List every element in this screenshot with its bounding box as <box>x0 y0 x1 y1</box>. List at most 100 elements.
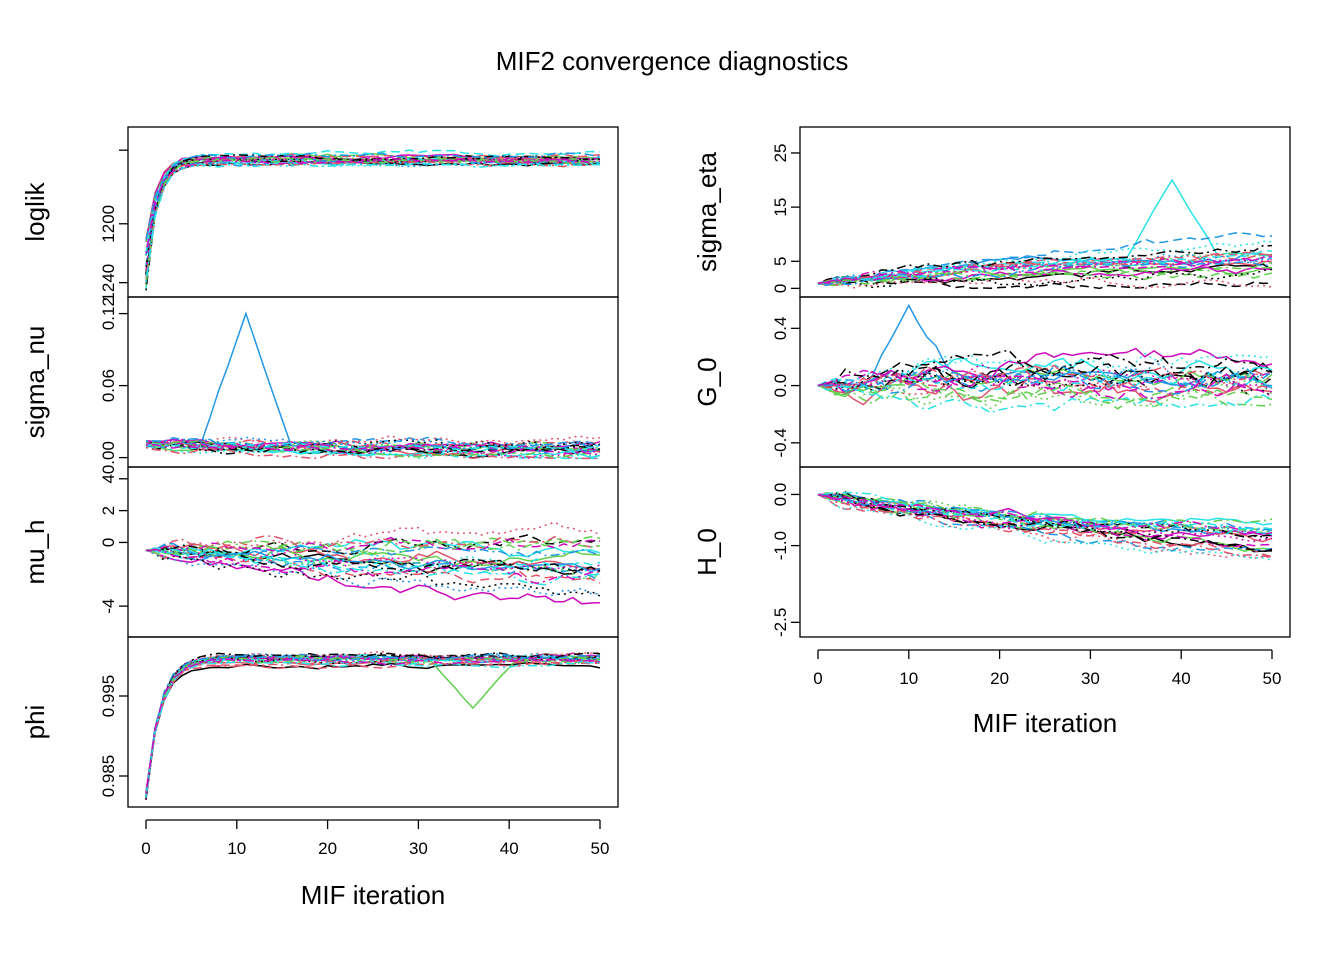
trace-mu_h-16 <box>145 549 601 597</box>
panel-G_0: -0.4 0.0 0.4 G_0 <box>692 296 1291 468</box>
trace-phi-12 <box>145 655 601 799</box>
trace-mu_h-20 <box>145 535 601 552</box>
ytick-label-mu_h: -4 <box>99 599 118 614</box>
trace-loglik-3 <box>145 153 601 256</box>
trace-G_0-14 <box>818 371 1273 395</box>
trace-phi-20 <box>145 656 601 793</box>
trace-H_0-14 <box>817 493 1273 559</box>
chart-title: MIF2 convergence diagnostics <box>496 46 849 76</box>
trace-phi-3 <box>145 652 601 800</box>
trace-loglik-9 <box>145 157 601 242</box>
traces-H_0 <box>817 490 1273 562</box>
trace-G_0-15 <box>817 380 1273 410</box>
ytick-label-loglik: 1200 <box>99 205 118 243</box>
trace-phi-4 <box>145 654 601 795</box>
trace-sigma_eta-19 <box>817 244 1273 285</box>
ytick-label-G_0: 0.4 <box>771 317 790 341</box>
trace-sigma_eta-10 <box>817 232 1273 285</box>
trace-loglik-16 <box>145 158 601 266</box>
trace-loglik-11 <box>145 149 601 289</box>
trace-sigma_nu-4 <box>145 311 601 454</box>
panel-mu_h: -4 0 2 4 mu_h <box>20 466 619 638</box>
trace-mu_h-18 <box>145 546 601 571</box>
trace-mu_h-12 <box>145 536 601 553</box>
trace-G_0-3 <box>817 367 1273 398</box>
trace-loglik-4 <box>145 156 601 256</box>
trace-phi-7 <box>145 652 601 797</box>
frame-phi <box>127 636 619 808</box>
ytick-label-sigma_eta: 5 <box>771 257 790 266</box>
frame-H_0 <box>799 466 1291 638</box>
trace-H_0-10 <box>817 493 1273 552</box>
trace-sigma_eta-6 <box>817 266 1273 285</box>
trace-mu_h-14 <box>145 521 601 554</box>
trace-mu_h-24 <box>145 548 601 585</box>
trace-phi-9 <box>145 657 601 796</box>
ytick-label-phi: 0.995 <box>99 675 118 718</box>
trace-loglik-22 <box>145 152 601 283</box>
trace-G_0-9 <box>817 379 1273 410</box>
trace-loglik-17 <box>145 162 601 282</box>
trace-G_0-23 <box>817 384 1273 414</box>
trace-H_0-17 <box>817 493 1273 562</box>
trace-G_0-17 <box>817 352 1273 387</box>
traces-phi <box>145 650 601 800</box>
xtick-label-phi: 20 <box>318 839 337 858</box>
trace-phi-2 <box>145 657 601 800</box>
xtick-label-phi: 0 <box>141 839 150 858</box>
trace-G_0-8 <box>817 365 1273 397</box>
ytick-label-H_0: -2.5 <box>771 608 790 637</box>
traces-sigma_eta <box>817 178 1273 290</box>
trace-G_0-6 <box>817 347 1273 394</box>
ylabel-loglik: loglik <box>20 181 50 241</box>
trace-H_0-19 <box>817 493 1273 553</box>
ylabel-sigma_nu: sigma_nu <box>20 326 50 439</box>
trace-G_0-16 <box>817 361 1273 391</box>
trace-phi-15 <box>145 657 601 796</box>
trace-loglik-2 <box>145 154 600 240</box>
trace-mu_h-21 <box>145 538 601 558</box>
trace-sigma_eta-9 <box>817 268 1273 285</box>
trace-loglik-18 <box>145 157 601 270</box>
panel-phi: 0.985 0.995 phi 0 10 20 30 40 50 <box>20 636 619 858</box>
trace-sigma_nu-22 <box>146 437 601 454</box>
trace-sigma_eta-21 <box>817 261 1273 285</box>
ytick-label-mu_h: 2 <box>99 506 118 515</box>
trace-mu_h-13 <box>145 549 601 597</box>
trace-loglik-10 <box>145 159 601 240</box>
trace-loglik-6 <box>145 153 601 243</box>
trace-mu_h-8 <box>145 549 601 584</box>
trace-phi-19 <box>145 652 601 800</box>
xtick-label-H_0: 30 <box>1081 669 1100 688</box>
trace-sigma_eta-24 <box>817 256 1273 284</box>
ylabel-G_0: G_0 <box>692 357 722 406</box>
trace-H_0-9 <box>817 493 1273 532</box>
trace-sigma_nu-23 <box>145 442 601 452</box>
trace-mu_h-11 <box>145 549 601 575</box>
ytick-label-sigma_eta: 15 <box>771 198 790 217</box>
trace-loglik-5 <box>145 156 601 253</box>
trace-mu_h-6 <box>145 549 601 605</box>
ytick-label-G_0: 0.0 <box>771 374 790 398</box>
panel-sigma_nu: 0.00 0.06 0.12 sigma_nu <box>20 296 619 474</box>
xtick-label-H_0: 40 <box>1172 669 1191 688</box>
trace-phi-17 <box>145 653 601 798</box>
xtick-label-H_0: 50 <box>1263 669 1282 688</box>
trace-H_0-20 <box>817 493 1273 558</box>
trace-G_0-24 <box>817 369 1273 399</box>
ytick-label-G_0: -0.4 <box>771 428 790 457</box>
trace-sigma_nu-15 <box>145 440 600 450</box>
trace-phi-6 <box>145 652 601 793</box>
trace-G_0-7 <box>817 360 1273 391</box>
trace-loglik-8 <box>145 153 601 285</box>
trace-phi-14 <box>145 650 601 798</box>
trace-loglik-14 <box>145 158 600 284</box>
trace-loglik-20 <box>145 159 601 278</box>
ytick-label-sigma_eta: 0 <box>771 284 790 293</box>
trace-sigma_nu-16 <box>145 436 601 447</box>
trace-phi-8 <box>145 661 601 793</box>
panel-H_0: -2.5 -1.0 0.0 H_0 0 10 20 30 40 50 <box>692 466 1291 688</box>
ytick-label-sigma_eta: 25 <box>771 143 790 162</box>
traces-sigma_nu <box>145 311 601 460</box>
trace-sigma_nu-17 <box>145 445 601 460</box>
